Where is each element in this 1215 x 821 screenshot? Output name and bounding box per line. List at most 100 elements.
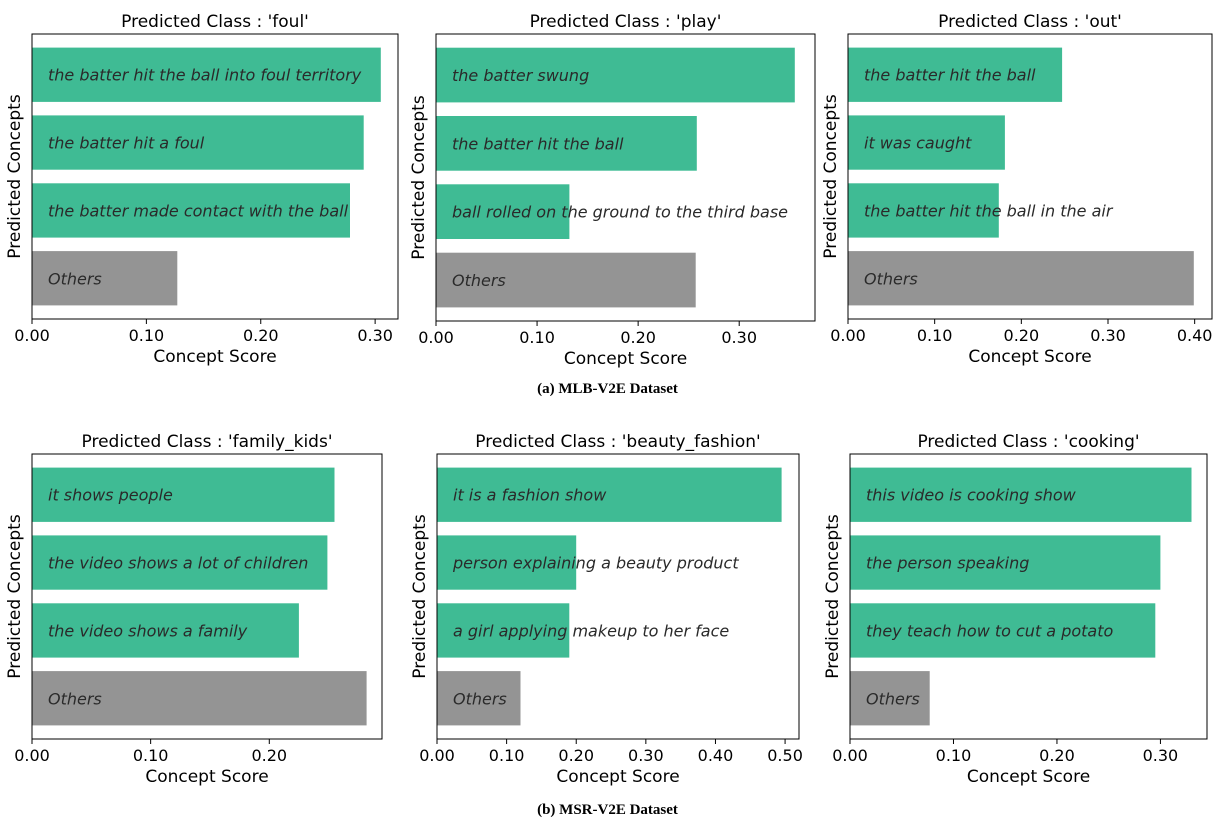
chart-title: Predicted Class : 'beauty_fashion' xyxy=(475,432,760,452)
x-axis-label: Concept Score xyxy=(153,347,276,367)
x-tick-label: 0.00 xyxy=(14,326,50,345)
bar-the-video-shows-a-lot-of-children xyxy=(32,535,328,590)
caption-msr: (b) MSR-V2E Dataset xyxy=(537,802,678,818)
x-tick-label: 0.10 xyxy=(519,328,555,347)
chart-title: Predicted Class : 'foul' xyxy=(121,12,309,32)
x-tick-label: 0.20 xyxy=(1039,746,1075,765)
plot-frame xyxy=(436,453,800,740)
x-tick-label: 0.30 xyxy=(1090,326,1126,345)
chart-title: Predicted Class : 'cooking' xyxy=(917,432,1139,452)
chart-title: Predicted Class : 'out' xyxy=(938,12,1122,32)
bar-the-batter-swung xyxy=(436,47,795,103)
x-tick-label: 0.10 xyxy=(129,326,165,345)
bar-the-batter-hit-the-ball xyxy=(436,116,697,171)
plot-frame xyxy=(435,33,816,322)
x-tick-label: 0.40 xyxy=(1177,326,1213,345)
x-axis-label: Concept Score xyxy=(967,767,1090,787)
bar-the-batter-hit-the-ball-in-the-air xyxy=(848,183,999,238)
bar-a-girl-applying-makeup-to-her-face xyxy=(437,603,570,658)
bar-person-explaining-a-beauty-product xyxy=(437,535,577,590)
bar-label-it-shows-people: it shows people xyxy=(48,486,173,505)
bar-label-others: Others xyxy=(48,269,102,288)
x-tick-label: 0.30 xyxy=(721,328,757,347)
chart-title: Predicted Class : 'family_kids' xyxy=(82,432,333,452)
chart-title: Predicted Class : 'play' xyxy=(530,12,722,32)
bar-label-a-girl-applying-makeup-to-her-face: a girl applying makeup to her face xyxy=(453,621,729,640)
bar-label-the-batter-hit-the-ball: the batter hit the ball xyxy=(452,134,624,153)
chart-cooking: this video is cooking show the person spe… xyxy=(823,432,1208,787)
bar-it-is-a-fashion-show xyxy=(437,467,782,522)
bar-it-shows-people xyxy=(32,467,335,522)
bar-label-it-was-caught: it was caught xyxy=(864,134,972,153)
bar-label-the-batter-hit-the-ball-in-the-air: the batter hit the ball in the air xyxy=(864,201,1114,220)
bar-label-person-explaining-a-beauty-product: person explaining a beauty product xyxy=(452,554,739,573)
x-tick-label: 0.00 xyxy=(830,326,866,345)
y-axis-label: Predicted Concepts xyxy=(409,95,429,260)
x-tick-label: 0.20 xyxy=(558,746,594,765)
bar-label-they-teach-how-to-cut-a-potato: they teach how to cut a potato xyxy=(866,621,1113,640)
bar-the-batter-hit-a-foul xyxy=(32,115,364,170)
bar-others xyxy=(437,671,521,726)
bar-the-batter-hit-the-ball xyxy=(848,47,1063,102)
bar-label-the-batter-hit-a-foul: the batter hit a foul xyxy=(48,134,205,153)
bar-others xyxy=(850,671,930,726)
x-tick-label: 0.30 xyxy=(1143,746,1179,765)
bar-label-the-batter-hit-the-ball-into-foul-territory: the batter hit the ball into foul territ… xyxy=(48,66,362,85)
bar-label-it-is-a-fashion-show: it is a fashion show xyxy=(453,486,607,505)
bar-others xyxy=(436,252,696,308)
plot-frame xyxy=(31,453,383,740)
plot-frame xyxy=(31,33,399,320)
bar-label-the-batter-swung: the batter swung xyxy=(452,66,589,85)
bar-it-was-caught xyxy=(848,115,1005,170)
bar-label-others: Others xyxy=(48,689,102,708)
bar-label-ball-rolled-on-the-ground-to-the-third-base: ball rolled on the ground to the third b… xyxy=(452,203,788,222)
chart-foul: the batter hit the ball into foul territ… xyxy=(5,12,399,367)
x-axis-label: Concept Score xyxy=(968,347,1091,367)
chart-family-kids: it shows people the video shows a lot of … xyxy=(5,432,383,787)
bar-they-teach-how-to-cut-a-potato xyxy=(850,603,1156,658)
x-tick-label: 0.10 xyxy=(489,746,525,765)
x-tick-label: 0.40 xyxy=(698,746,734,765)
x-axis-label: Concept Score xyxy=(556,767,679,787)
bar-others xyxy=(32,251,178,306)
y-axis-label: Predicted Concepts xyxy=(410,514,430,679)
bar-label-the-video-shows-a-family: the video shows a family xyxy=(48,621,248,640)
bar-ball-rolled-on-the-ground-to-the-third-base xyxy=(436,184,570,239)
bar-others xyxy=(32,671,367,726)
x-tick-label: 0.20 xyxy=(243,326,279,345)
bar-label-the-batter-hit-the-ball: the batter hit the ball xyxy=(864,66,1036,85)
x-tick-label: 0.10 xyxy=(133,746,169,765)
x-tick-label: 0.00 xyxy=(418,328,454,347)
x-tick-label: 0.00 xyxy=(832,746,868,765)
bar-label-the-person-speaking: the person speaking xyxy=(866,554,1029,573)
bar-others xyxy=(848,251,1194,306)
y-axis-label: Predicted Concepts xyxy=(823,514,843,679)
x-axis-label: Concept Score xyxy=(564,349,687,369)
plot-frame xyxy=(847,33,1213,320)
plot-frame xyxy=(849,453,1208,740)
x-tick-label: 0.30 xyxy=(357,326,393,345)
bar-label-others: Others xyxy=(452,271,506,290)
chart-play: the batter swung the batter hit the ball b… xyxy=(409,12,816,369)
bar-label-the-batter-made-contact-with-the-ball: the batter made contact with the ball xyxy=(48,201,349,220)
x-axis-label: Concept Score xyxy=(145,767,268,787)
x-tick-label: 0.20 xyxy=(251,746,287,765)
bar-the-batter-hit-the-ball-into-foul-territory xyxy=(32,47,381,102)
y-axis-label: Predicted Concepts xyxy=(5,94,25,259)
bar-label-others: Others xyxy=(864,269,918,288)
bar-this-video-is-cooking-show xyxy=(850,467,1192,522)
x-tick-label: 0.50 xyxy=(767,746,803,765)
chart-beauty-fashion: it is a fashion show person explaining a … xyxy=(410,432,803,787)
bar-label-this-video-is-cooking-show: this video is cooking show xyxy=(866,486,1077,505)
y-axis-label: Predicted Concepts xyxy=(5,514,25,679)
x-tick-label: 0.20 xyxy=(620,328,656,347)
x-tick-label: 0.10 xyxy=(936,746,972,765)
x-tick-label: 0.20 xyxy=(1004,326,1040,345)
bar-the-video-shows-a-family xyxy=(32,603,299,658)
bar-the-batter-made-contact-with-the-ball xyxy=(32,183,350,238)
x-tick-label: 0.10 xyxy=(917,326,953,345)
bar-label-others: Others xyxy=(453,689,507,708)
x-tick-label: 0.00 xyxy=(14,746,50,765)
x-tick-label: 0.00 xyxy=(419,746,455,765)
